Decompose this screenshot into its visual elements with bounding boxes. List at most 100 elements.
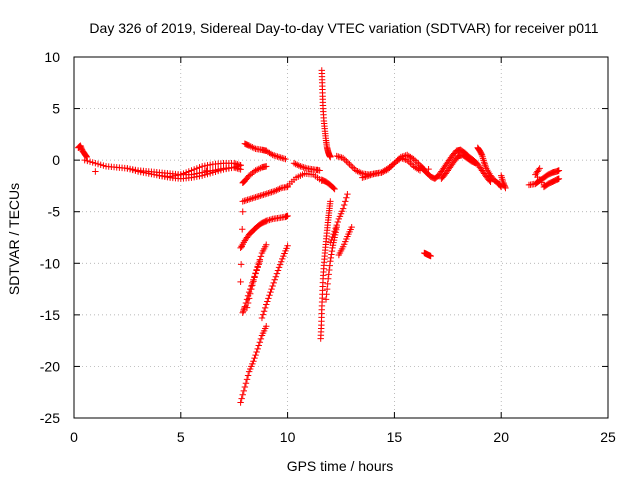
data-point	[142, 169, 150, 177]
data-point	[341, 156, 348, 163]
data-point	[533, 169, 540, 177]
data-point	[132, 167, 139, 174]
data-point	[384, 166, 392, 173]
data-point	[86, 158, 94, 165]
data-point	[381, 167, 388, 175]
data-point	[351, 165, 358, 173]
data-point	[239, 198, 246, 205]
data-point	[324, 275, 332, 282]
data-point	[214, 167, 222, 175]
series-arc-07	[239, 183, 291, 205]
data-point	[292, 160, 299, 168]
data-point	[481, 160, 488, 167]
data-point	[331, 185, 338, 193]
data-point	[255, 342, 262, 349]
data-point	[404, 156, 411, 164]
data-point	[394, 157, 401, 164]
data-point	[185, 168, 193, 175]
data-point	[245, 172, 253, 179]
data-point	[204, 170, 211, 178]
data-point	[336, 153, 344, 161]
data-point	[84, 157, 91, 165]
data-point	[402, 156, 409, 163]
data-point	[198, 163, 206, 170]
data-point	[347, 162, 355, 170]
data-point	[294, 161, 301, 168]
data-point	[264, 217, 272, 224]
data-point	[408, 154, 416, 162]
data-point	[232, 160, 240, 167]
data-point	[502, 184, 509, 192]
data-point	[245, 196, 253, 203]
data-point	[339, 205, 347, 212]
data-point	[405, 152, 413, 160]
data-point	[212, 168, 219, 175]
data-point	[148, 170, 155, 178]
data-point	[368, 171, 376, 178]
data-point	[258, 314, 266, 322]
data-point	[330, 230, 337, 238]
data-point	[274, 186, 282, 193]
data-point	[264, 148, 272, 156]
data-point	[263, 147, 270, 155]
series-arc-09	[263, 212, 291, 225]
series-arc-03	[156, 160, 244, 180]
data-point	[257, 192, 264, 199]
data-point	[263, 301, 270, 308]
data-point	[392, 158, 400, 166]
data-point	[363, 172, 371, 180]
data-point	[327, 198, 334, 205]
data-point	[241, 304, 248, 312]
data-point	[271, 152, 278, 159]
data-point	[253, 348, 260, 356]
data-point	[486, 177, 493, 184]
data-point	[266, 216, 273, 224]
data-point	[245, 295, 253, 302]
data-point	[298, 163, 306, 171]
data-point	[275, 153, 283, 161]
data-point	[249, 195, 256, 202]
y-tick-label: -5	[48, 204, 61, 220]
data-point	[244, 141, 252, 149]
data-point	[209, 169, 217, 176]
data-point	[487, 178, 494, 186]
data-point	[240, 387, 248, 395]
data-point	[206, 170, 214, 177]
data-point	[94, 160, 102, 168]
series-arc-20	[284, 170, 325, 190]
series-arc-12	[258, 242, 291, 322]
data-point	[238, 243, 245, 250]
data-point	[268, 285, 275, 293]
data-point	[379, 168, 387, 175]
data-point	[407, 160, 414, 167]
data-point	[81, 156, 88, 164]
plot-frame	[73, 56, 609, 419]
data-point	[276, 261, 284, 268]
data-point	[410, 163, 417, 170]
data-point	[244, 299, 252, 307]
data-point	[282, 155, 289, 163]
data-point	[323, 285, 331, 293]
data-point	[348, 223, 355, 231]
data-point	[92, 168, 99, 175]
data-point	[263, 217, 270, 225]
data-point	[244, 372, 252, 379]
data-point	[397, 154, 405, 162]
y-tick-label: 5	[52, 101, 60, 117]
data-point	[252, 194, 259, 201]
data-point	[386, 164, 393, 172]
data-point	[237, 261, 245, 268]
data-point	[378, 169, 385, 176]
series-arc-21	[318, 176, 338, 193]
data-point	[166, 173, 174, 180]
data-point	[323, 291, 330, 298]
data-point	[124, 165, 131, 172]
chart-title: Day 326 of 2019, Sidereal Day-to-day VTE…	[89, 20, 598, 36]
data-point	[331, 228, 338, 235]
data-point	[357, 169, 364, 176]
data-point	[177, 171, 184, 178]
data-point	[257, 335, 265, 343]
series-arc-15	[318, 67, 334, 161]
data-point	[267, 216, 275, 223]
